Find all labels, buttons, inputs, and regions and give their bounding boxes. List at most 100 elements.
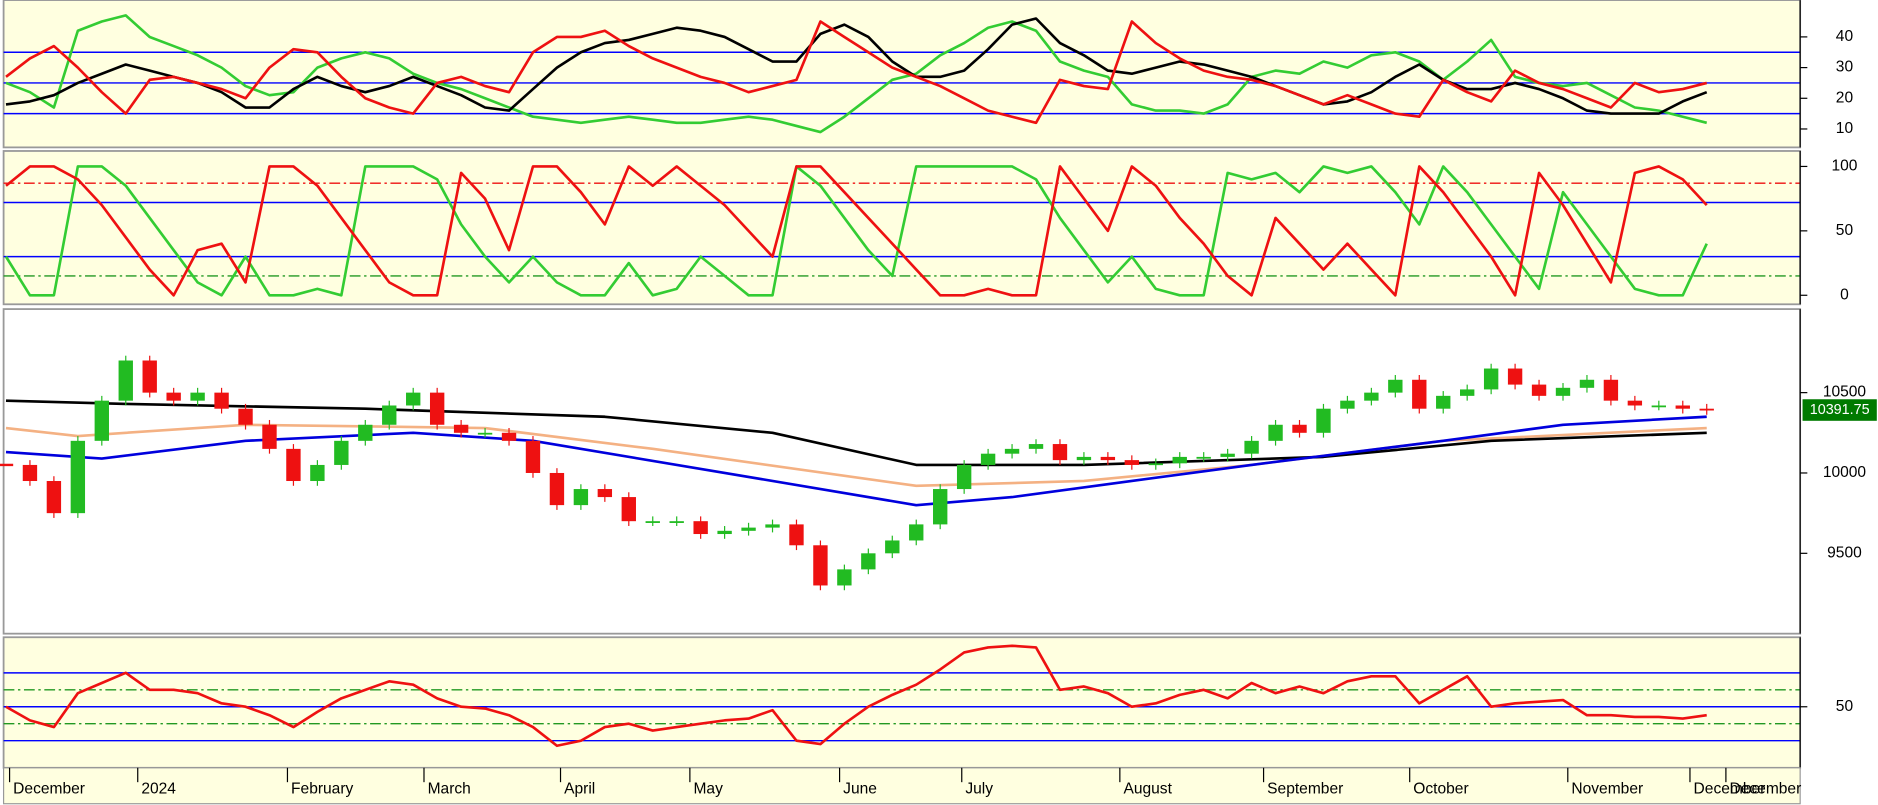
candle xyxy=(1028,444,1044,449)
candle xyxy=(1364,392,1379,401)
candle xyxy=(429,392,445,425)
candle xyxy=(1603,379,1619,401)
x-tick-label: November xyxy=(1571,780,1643,797)
candle xyxy=(1507,368,1523,385)
candle xyxy=(741,527,756,531)
x-tick-label: December xyxy=(1694,780,1766,797)
candle xyxy=(1675,405,1690,409)
candle xyxy=(645,521,660,523)
candle xyxy=(909,524,924,541)
candle xyxy=(1651,405,1667,408)
candle xyxy=(1460,389,1475,396)
x-tick-label: October xyxy=(1413,780,1468,797)
candle xyxy=(669,521,684,523)
candle xyxy=(1531,384,1547,396)
y-tick-label: 50 xyxy=(1836,698,1854,715)
candle xyxy=(1172,456,1187,464)
y-tick-label: 20 xyxy=(1836,89,1854,106)
candle xyxy=(861,553,876,570)
candle xyxy=(597,489,613,498)
candle xyxy=(693,521,708,535)
candle xyxy=(118,360,133,401)
candle xyxy=(933,489,948,525)
x-tick-label: 2024 xyxy=(141,780,176,797)
candle xyxy=(501,432,517,441)
x-tick-label: March xyxy=(428,780,471,797)
candle xyxy=(406,392,421,406)
candle xyxy=(286,448,301,482)
candle xyxy=(1148,463,1163,466)
candle xyxy=(262,424,277,449)
x-tick-label: December xyxy=(13,780,85,797)
x-tick-label: May xyxy=(693,780,723,797)
candle xyxy=(1124,460,1140,465)
candle xyxy=(813,545,828,586)
candle xyxy=(717,530,732,535)
y-tick-label: 30 xyxy=(1836,59,1854,76)
x-tick-label: December xyxy=(1729,780,1801,797)
candle xyxy=(1579,379,1595,388)
candle xyxy=(549,472,565,506)
candle xyxy=(46,481,62,514)
y-tick-label: 100 xyxy=(1831,158,1857,175)
candle xyxy=(1316,408,1331,433)
candle xyxy=(885,540,900,554)
candle xyxy=(1196,456,1211,459)
candle xyxy=(1100,456,1116,461)
y-tick-label: 10500 xyxy=(1823,384,1867,401)
candle xyxy=(382,405,397,425)
x-tick-label: February xyxy=(291,780,353,797)
x-tick-label: August xyxy=(1123,780,1172,797)
series-line xyxy=(5,17,1708,115)
candle xyxy=(980,453,996,465)
candle xyxy=(142,360,157,393)
candle xyxy=(1340,400,1355,409)
candle xyxy=(1220,453,1235,457)
series-line xyxy=(5,415,1707,507)
x-axis-strip xyxy=(2,767,1801,805)
candle xyxy=(238,408,253,425)
candle xyxy=(453,424,469,433)
x-tick-label: April xyxy=(564,780,595,797)
x-tick-label: July xyxy=(965,780,993,797)
candle xyxy=(1292,424,1307,433)
candle xyxy=(477,432,493,435)
candle xyxy=(573,489,589,506)
panel xyxy=(2,308,1802,635)
y-tick-label: 9500 xyxy=(1827,544,1862,561)
candle xyxy=(765,524,780,528)
x-tick-label: June xyxy=(843,780,877,797)
candle xyxy=(1555,387,1571,396)
candle xyxy=(1699,408,1714,411)
candle xyxy=(1412,379,1427,409)
candle xyxy=(956,464,972,490)
y-tick-label: 40 xyxy=(1836,28,1854,45)
candle xyxy=(190,392,205,401)
candle xyxy=(1004,448,1020,454)
series-line xyxy=(5,165,1708,297)
candle xyxy=(837,569,852,586)
candle xyxy=(1268,424,1283,441)
candle xyxy=(334,440,349,465)
y-tick-label: 0 xyxy=(1840,286,1849,303)
x-tick-label: September xyxy=(1267,780,1343,797)
candle xyxy=(789,524,804,546)
candle xyxy=(1388,379,1403,393)
candle xyxy=(22,464,38,482)
panel xyxy=(2,636,1802,769)
series-line xyxy=(5,644,1707,748)
candle xyxy=(621,497,636,522)
series-line xyxy=(5,20,1708,125)
candle xyxy=(1436,395,1451,409)
candle xyxy=(1244,440,1259,454)
candle xyxy=(1627,400,1643,406)
candle xyxy=(1483,368,1499,390)
price-label: 10391.75 xyxy=(1810,402,1870,418)
y-tick-label: 10 xyxy=(1836,120,1854,137)
price-box xyxy=(1802,399,1877,421)
candle xyxy=(70,440,86,514)
candle xyxy=(1076,456,1092,461)
candle xyxy=(214,392,229,409)
candle xyxy=(358,424,373,441)
